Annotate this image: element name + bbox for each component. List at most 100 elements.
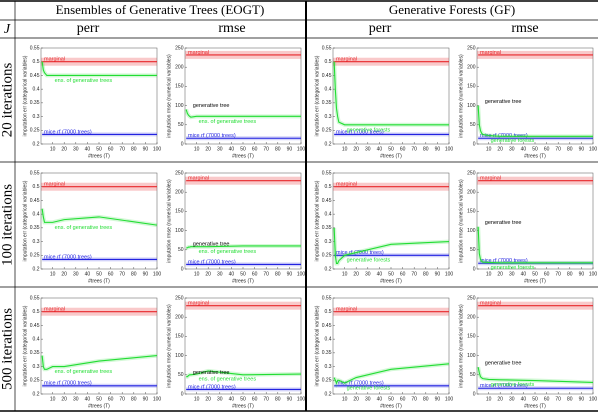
series-label: marginal: [188, 50, 209, 56]
row-header: 100 iterations: [0, 184, 15, 266]
y-tick-label: 0.25: [30, 253, 40, 259]
x-axis-label: #trees (T): [88, 153, 110, 159]
y-tick-label: 0.5: [325, 309, 332, 315]
y-tick-label: 0.25: [30, 378, 40, 384]
x-tick-label: 10: [342, 146, 348, 152]
x-tick-label: 100: [445, 396, 454, 402]
y-tick-label: 0.2: [33, 141, 40, 147]
x-tick-label: 10: [486, 396, 492, 402]
x-tick-label: 60: [252, 396, 258, 402]
x-tick-label: 90: [435, 396, 441, 402]
y-tick-label: 150: [175, 334, 184, 340]
series-line: [333, 61, 449, 126]
series-line: [333, 227, 450, 265]
y-tick-label: 0.45: [322, 323, 332, 329]
y-tick-label: 0.4: [325, 211, 332, 217]
y-tick-label: 200: [467, 315, 476, 321]
series-label: ens. of generative trees: [199, 119, 257, 125]
y-tick-label: 0.35: [30, 100, 40, 106]
y-tick-label: 0.25: [322, 128, 332, 134]
y-tick-label: 50: [178, 247, 184, 253]
x-tick-label: 10: [50, 146, 56, 152]
x-tick-label: 40: [377, 146, 383, 152]
y-axis-label: imputation rmse (numerical variables): [166, 304, 172, 388]
x-tick-label: 70: [411, 396, 417, 402]
y-tick-label: 50: [470, 247, 476, 253]
x-tick-label: 50: [96, 271, 102, 277]
x-tick-label: 40: [229, 396, 235, 402]
y-tick-label: 0: [181, 266, 184, 272]
x-tick-label: 90: [435, 271, 441, 277]
series-label: generative forests: [491, 382, 535, 388]
series-label: mice rf (7000 trees): [480, 258, 528, 264]
y-axis-label: imputation err (categorical variables): [314, 55, 320, 136]
x-tick-label: 40: [85, 146, 91, 152]
x-tick-label: 30: [217, 396, 223, 402]
x-tick-label: 30: [73, 271, 79, 277]
x-tick-label: 90: [435, 146, 441, 152]
x-tick-label: 80: [567, 146, 573, 152]
x-tick-label: 60: [108, 146, 114, 152]
series-label: mice rf (7000 trees): [44, 254, 92, 260]
x-tick-label: 100: [589, 271, 598, 277]
series-label: marginal: [336, 307, 357, 313]
x-tick-label: 20: [497, 396, 503, 402]
series-label: marginal: [188, 301, 209, 307]
annotation: generative tree: [485, 99, 522, 105]
x-tick-label: 80: [567, 271, 573, 277]
series-line: [186, 370, 302, 378]
x-tick-label: 10: [342, 271, 348, 277]
y-axis-label: imputation rmse (numerical variables): [458, 54, 464, 138]
x-tick-label: 30: [365, 396, 371, 402]
x-tick-label: 50: [96, 146, 102, 152]
y-tick-label: 0.2: [325, 141, 332, 147]
y-axis-label: imputation rmse (numerical variables): [166, 54, 172, 138]
x-tick-label: 40: [229, 146, 235, 152]
series-label: mice rf (7000 trees): [188, 384, 236, 390]
y-tick-label: 50: [178, 372, 184, 378]
series-label: ens. of generative trees: [55, 225, 113, 231]
y-tick-label: 0: [473, 391, 476, 397]
x-axis-label: #trees (T): [88, 278, 110, 284]
x-tick-label: 50: [96, 396, 102, 402]
x-tick-label: 50: [388, 396, 394, 402]
x-tick-label: 80: [423, 146, 429, 152]
y-tick-label: 0.4: [33, 336, 40, 342]
y-tick-label: 0.35: [322, 350, 332, 356]
annotation: generative tree: [193, 370, 230, 376]
x-axis-label: #trees (T): [88, 403, 110, 409]
y-tick-label: 100: [467, 353, 476, 359]
x-tick-label: 30: [365, 146, 371, 152]
y-tick-label: 100: [467, 228, 476, 234]
y-tick-label: 0.35: [322, 225, 332, 231]
x-tick-label: 20: [497, 146, 503, 152]
plot-frame: [476, 47, 594, 145]
annotation: generative tree: [485, 361, 522, 367]
x-tick-label: 90: [143, 396, 149, 402]
y-tick-label: 250: [175, 170, 184, 176]
y-tick-label: 0.45: [30, 323, 40, 329]
column-header: rmse: [511, 21, 538, 36]
y-tick-label: 0.4: [33, 211, 40, 217]
x-tick-label: 100: [589, 146, 598, 152]
y-tick-label: 0: [181, 141, 184, 147]
x-tick-label: 60: [400, 396, 406, 402]
series-label: mice rf (7000 trees): [188, 259, 236, 265]
x-tick-label: 100: [445, 146, 454, 152]
series-line: [41, 208, 158, 226]
x-tick-label: 80: [131, 271, 137, 277]
y-tick-label: 0.25: [322, 378, 332, 384]
y-tick-label: 0.4: [325, 336, 332, 342]
series-label: marginal: [336, 57, 357, 63]
x-tick-label: 20: [61, 271, 67, 277]
y-tick-label: 0.5: [33, 184, 40, 190]
y-tick-label: 0.45: [322, 73, 332, 79]
y-tick-label: 100: [175, 103, 184, 109]
y-tick-label: 0: [181, 391, 184, 397]
series-line: [185, 109, 301, 118]
y-tick-label: 0.2: [325, 391, 332, 397]
y-tick-label: 0.55: [30, 170, 40, 176]
x-tick-label: 70: [555, 271, 561, 277]
y-axis-label: imputation err (categorical variables): [314, 180, 320, 261]
x-tick-label: 40: [377, 396, 383, 402]
